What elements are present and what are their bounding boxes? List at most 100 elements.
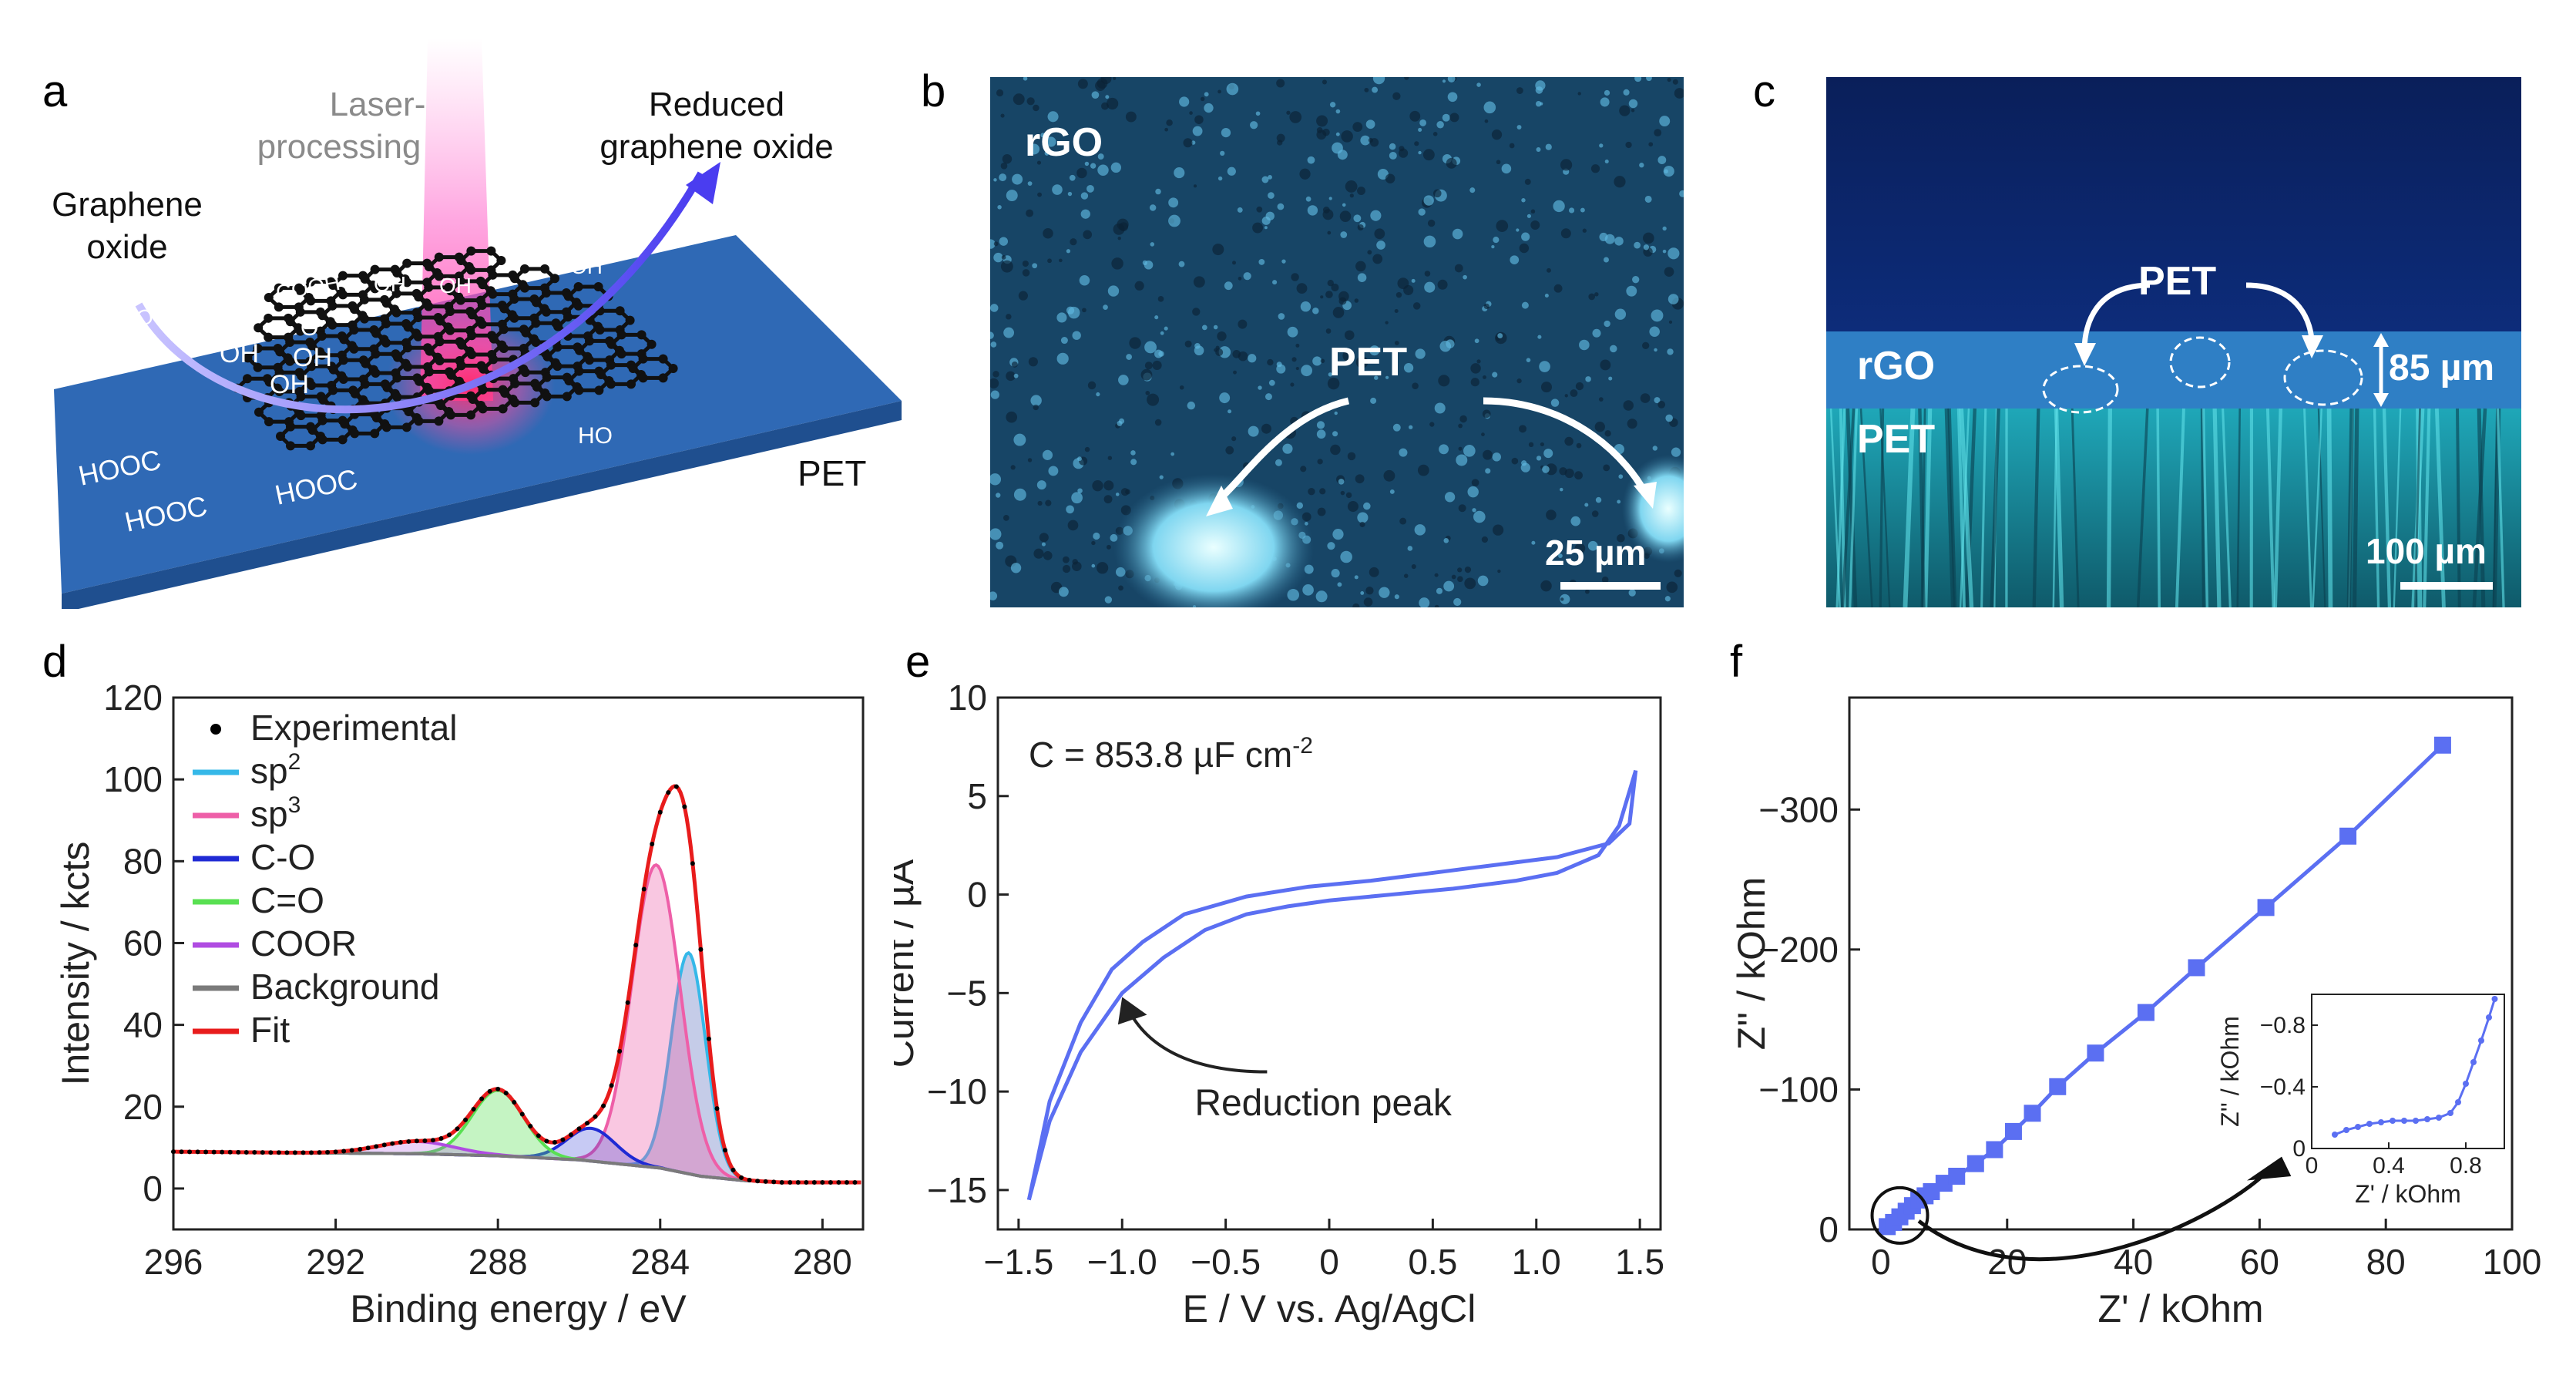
- lattice-atom: [542, 307, 551, 317]
- sem-grain: [990, 239, 996, 249]
- sem-grain: [1395, 291, 1402, 298]
- sem-grain: [1170, 452, 1175, 456]
- sem-grain: [1022, 269, 1030, 277]
- plot-frame: [172, 696, 865, 1231]
- sem-grain: [1066, 249, 1071, 254]
- sem-grain: [1149, 204, 1157, 211]
- lattice-atom: [455, 276, 465, 286]
- lattice-atom: [317, 415, 327, 425]
- lattice-atom: [392, 268, 402, 277]
- sem-grain: [1608, 376, 1613, 381]
- lattice-atom: [531, 337, 541, 347]
- experimental-point: [852, 1179, 858, 1185]
- sem-grain: [1147, 393, 1160, 406]
- sem-grain: [1429, 422, 1435, 427]
- sem-grain: [1399, 517, 1407, 525]
- sem-grain: [1107, 456, 1113, 460]
- x-axis-label: Binding energy / eV: [350, 1287, 687, 1330]
- inset-point: [2343, 1127, 2349, 1133]
- lattice-atom: [616, 330, 626, 340]
- sem-grain: [1355, 261, 1366, 272]
- experimental-point: [479, 1096, 485, 1101]
- sem-grain: [1299, 168, 1311, 180]
- lattice-atom: [392, 392, 402, 402]
- sem-c-thickness-label: 85 µm: [2389, 348, 2495, 388]
- sem-grain: [1628, 99, 1638, 109]
- sem-grain: [1352, 122, 1363, 133]
- sem-grain: [1546, 509, 1557, 520]
- sem-grain: [1144, 362, 1153, 370]
- sem-grain: [1649, 326, 1660, 338]
- lattice-atom: [414, 292, 424, 302]
- lattice-atom: [425, 386, 434, 396]
- lattice-atom: [488, 289, 498, 299]
- sem-grain: [1277, 203, 1285, 210]
- sem-grain: [1439, 444, 1449, 455]
- sem-grain: [1592, 328, 1601, 338]
- pet-streak: [2032, 408, 2040, 607]
- sem-grain: [1033, 104, 1039, 112]
- sem-grain: [1564, 436, 1573, 446]
- sem-grain: [1046, 136, 1056, 147]
- lattice-atom: [295, 307, 305, 317]
- sem-grain: [1367, 250, 1372, 255]
- sem-grain: [1483, 303, 1490, 310]
- legend-label: Experimental: [250, 708, 457, 748]
- x-tick-label: 296: [144, 1242, 203, 1282]
- group-ho: HO: [578, 423, 613, 449]
- y-tick-label: −100: [1758, 1069, 1839, 1109]
- lattice-atom: [338, 374, 348, 384]
- sem-grain: [1662, 226, 1667, 231]
- sem-grain: [1536, 456, 1542, 461]
- sem-grain: [1438, 375, 1450, 387]
- sem-grain: [1365, 587, 1374, 595]
- sem-grain: [1437, 279, 1448, 290]
- panel-label-a: a: [42, 66, 68, 116]
- sem-image-c: PET rGO PET 85 µm 100 µm: [1826, 77, 2521, 607]
- lattice-atom: [338, 271, 348, 281]
- sem-grain: [1619, 105, 1631, 116]
- sem-grain: [996, 89, 1004, 97]
- lattice-atom: [542, 392, 552, 402]
- lattice-atom: [253, 362, 263, 372]
- sem-grain: [1651, 309, 1664, 322]
- pet-streak: [2352, 408, 2359, 607]
- sem-grain: [1327, 230, 1332, 235]
- experimental-point: [771, 1179, 777, 1185]
- sem-grain: [1458, 504, 1466, 513]
- y-tick-label: 10: [948, 678, 987, 718]
- x-tick-label: 280: [793, 1242, 852, 1282]
- sem-grain: [1604, 430, 1611, 437]
- sem-grain: [1047, 258, 1052, 264]
- pet-streak: [2456, 408, 2461, 607]
- y-tick-label: −15: [927, 1170, 987, 1210]
- sem-grain: [993, 178, 997, 182]
- experimental-point: [252, 1150, 257, 1155]
- sem-grain: [1319, 488, 1326, 495]
- sem-grain: [1312, 356, 1322, 366]
- sem-grain: [1070, 238, 1077, 246]
- lattice-atom: [413, 313, 423, 323]
- sem-grain: [1307, 156, 1315, 164]
- sem-grain: [1111, 257, 1123, 270]
- lattice-atom: [509, 294, 519, 304]
- x-tick-label: 0: [1871, 1242, 1891, 1282]
- sem-grain: [1671, 447, 1681, 457]
- xps-chart: 296 292 288 284 280 0 20 40 60 80 100 120 Binding en…: [54, 678, 865, 1330]
- peak-fill-sp3: [173, 865, 861, 1182]
- inset-x-tick-label: 0.4: [2373, 1153, 2405, 1179]
- sem-grain: [1039, 533, 1049, 543]
- sem-grain: [1385, 321, 1389, 325]
- sem-grain: [1357, 512, 1369, 523]
- lattice-atom: [542, 372, 552, 382]
- lattice-atom: [350, 429, 360, 439]
- y-tick-label: 0: [1819, 1209, 1839, 1249]
- lattice-atom: [307, 362, 317, 372]
- sem-grain: [1193, 276, 1205, 288]
- pet-streak: [1956, 408, 1966, 607]
- schematic-graphene-laser: Laser- processing Reduced graphene oxide…: [52, 39, 902, 609]
- x-tick-label: 100: [2483, 1242, 2542, 1282]
- lattice-atom: [436, 401, 445, 410]
- lattice-atom: [573, 282, 583, 292]
- lattice-atom: [296, 287, 306, 296]
